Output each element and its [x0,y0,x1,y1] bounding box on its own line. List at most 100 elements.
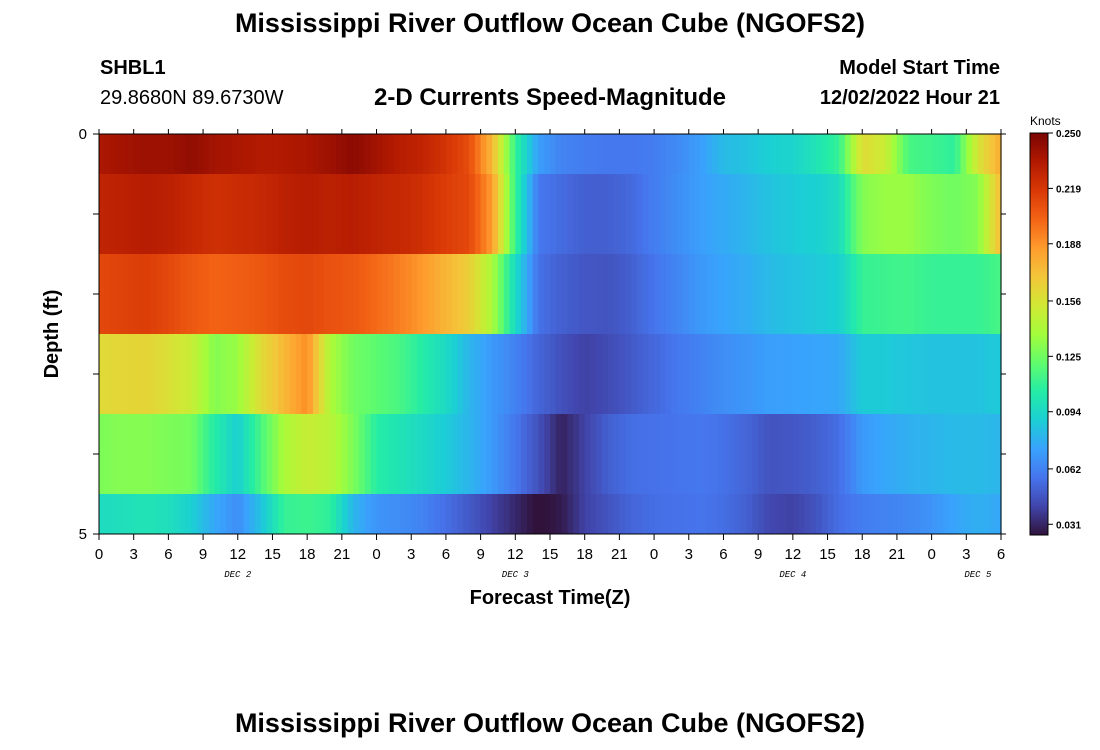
heatmap-cell [908,254,915,335]
heatmap-cell [336,334,343,415]
heatmap-cell [197,414,204,495]
heatmap-cell [555,134,563,175]
heatmap-cell [804,174,811,255]
heatmap-cell [266,254,274,335]
heatmap-cell [654,494,661,535]
heatmap-cell [625,334,632,415]
heatmap-cell [850,134,858,175]
heatmap-cell [960,334,967,415]
heatmap-cell [613,134,620,175]
heatmap-cell [191,334,198,415]
heatmap-cell [671,414,678,495]
heatmap-cell [792,254,800,335]
heatmap-cell [671,134,678,175]
heatmap-cell [879,334,886,415]
heatmap-cell [914,334,921,415]
heatmap-cell [896,494,904,535]
heatmap-cell [688,174,696,255]
heatmap-cell [434,134,441,175]
heatmap-cell [602,414,609,495]
heatmap-cell [347,494,355,535]
heatmap-cell [682,334,690,415]
heatmap-cell [960,414,967,495]
heatmap-cell [509,334,516,415]
heatmap-cell [399,254,407,335]
heatmap-cell [509,174,516,255]
heatmap-cell [399,174,407,255]
x-axis-tick-label: 21 [611,546,628,563]
heatmap-cell [914,174,921,255]
heatmap-cell [677,254,684,335]
heatmap-cell [630,414,638,495]
heatmap-cell [515,494,522,535]
heatmap-cell [613,494,620,535]
heatmap-cell [486,254,493,335]
heatmap-cell [393,334,401,415]
heatmap-cell [179,414,187,495]
heatmap-cell [885,254,892,335]
heatmap-cell [139,174,146,255]
heatmap-cell [700,494,707,535]
heatmap-cell [700,254,707,335]
heatmap-cell [688,414,696,495]
heatmap-cell [422,494,430,535]
heatmap-cell [214,254,222,335]
heatmap-cell [920,134,927,175]
heatmap-cell [654,414,661,495]
heatmap-cell [151,174,158,255]
heatmap-cell [954,174,962,255]
heatmap-cell [746,254,753,335]
heatmap-cell [885,414,892,495]
heatmap-cell [133,334,141,415]
heatmap-cell [833,174,840,255]
heatmap-cell [619,134,626,175]
heatmap-cell [908,174,915,255]
heatmap-cell [110,174,117,255]
heatmap-cell [682,494,690,535]
heatmap-cell [787,334,794,415]
heatmap-cell [619,494,626,535]
heatmap-cell [723,334,730,415]
heatmap-cell [671,334,678,415]
heatmap-cell [203,134,210,175]
heatmap-cell [179,174,187,255]
heatmap-cell [127,134,135,175]
heatmap-cell [862,254,869,335]
heatmap-cell [116,134,123,175]
heatmap-cell [914,494,921,535]
heatmap-cell [648,134,655,175]
heatmap-cell [573,254,580,335]
heatmap-cell [873,254,881,335]
heatmap-cell [833,414,840,495]
heatmap-cell [873,494,881,535]
heatmap-cell [654,334,661,415]
heatmap-cell [555,334,563,415]
heatmap-cell [694,494,701,535]
colorbar-tick-label: 0.156 [1056,297,1081,308]
heatmap-cell [827,254,834,335]
heatmap-cell [174,414,181,495]
heatmap-cell [775,254,782,335]
heatmap-cell [382,174,389,255]
heatmap-cell [393,254,401,335]
heatmap-cell [763,254,771,335]
heatmap-cell [983,414,991,495]
x-axis-label: Forecast Time(Z) [470,587,631,609]
heatmap-cell [532,494,540,535]
heatmap-cell [411,494,418,535]
heatmap-cell [682,134,690,175]
heatmap-cell [833,494,840,535]
heatmap-cell [463,174,470,255]
heatmap-cell [937,134,944,175]
heatmap-cell [289,174,297,255]
heatmap-cell [833,134,840,175]
heatmap-cell [758,254,765,335]
heatmap-cell [341,494,349,535]
heatmap-cell [411,134,418,175]
heatmap-cell [856,494,863,535]
heatmap-cell [573,334,580,415]
heatmap-cell [787,254,794,335]
heatmap-cell [758,134,765,175]
heatmap-cell [740,494,748,535]
heatmap-cell [220,494,227,535]
